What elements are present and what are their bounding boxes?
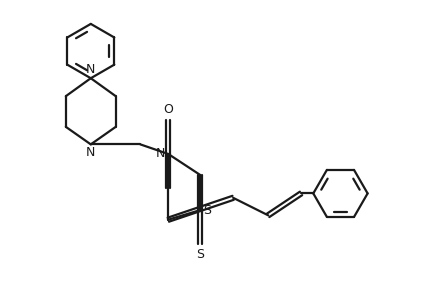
Text: S: S	[196, 248, 204, 261]
Text: N: N	[155, 147, 165, 160]
Text: S: S	[203, 204, 211, 217]
Text: N: N	[86, 63, 95, 76]
Text: N: N	[86, 146, 95, 159]
Text: O: O	[163, 103, 173, 116]
